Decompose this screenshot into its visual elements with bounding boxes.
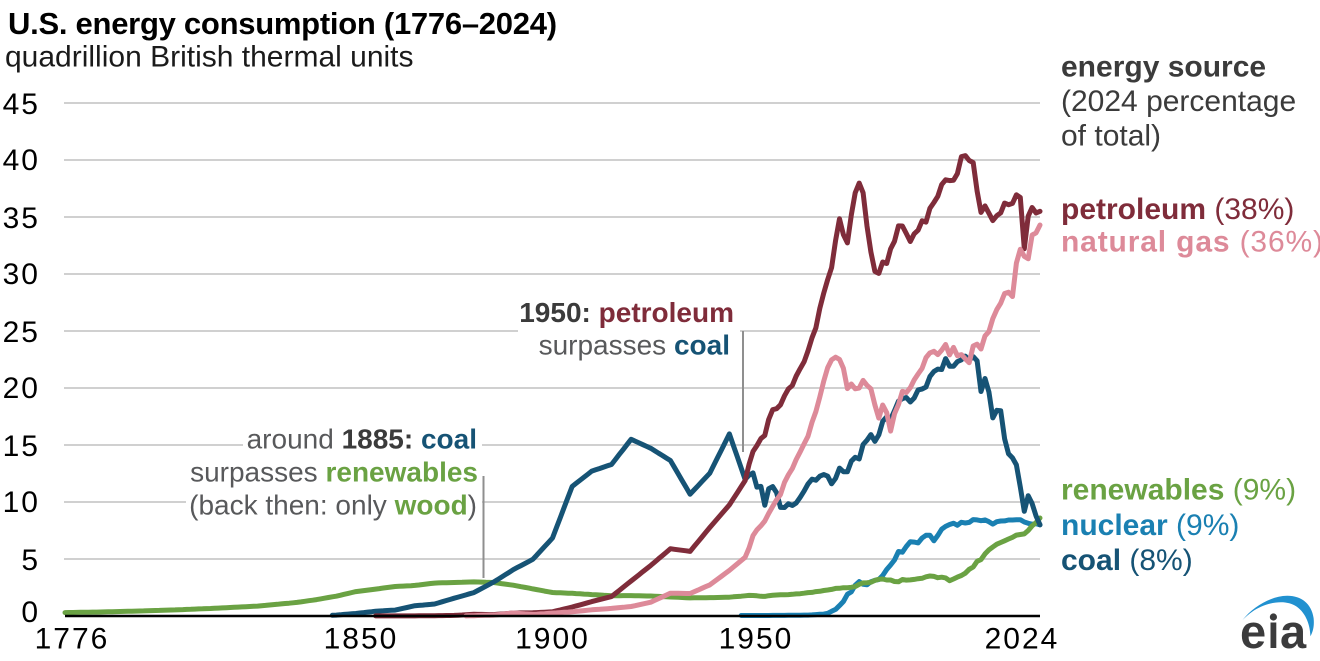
svg-text:30: 30 [3,258,40,291]
svg-text:a: a [1280,605,1307,658]
svg-text:e: e [1240,605,1266,658]
svg-text:1850: 1850 [324,623,399,656]
svg-text:15: 15 [3,430,40,463]
svg-text:surpasses coal: surpasses coal [539,330,730,361]
svg-text:surpasses renewables: surpasses renewables [190,457,478,488]
svg-text:natural gas (36%): natural gas (36%) [1061,226,1320,259]
svg-text:45: 45 [3,88,40,121]
svg-text:35: 35 [3,202,40,235]
svg-text:0: 0 [21,596,40,629]
svg-text:1950: petroleum: 1950: petroleum [519,297,734,328]
svg-text:renewables (9%): renewables (9%) [1061,474,1296,507]
svg-text:1776: 1776 [35,623,110,656]
svg-text:nuclear (9%): nuclear (9%) [1061,509,1239,542]
svg-text:(2024 percentage: (2024 percentage [1061,85,1296,118]
svg-text:1900: 1900 [515,623,590,656]
svg-text:5: 5 [21,544,40,577]
svg-text:U.S. energy consumption (1776–: U.S. energy consumption (1776–2024) [8,6,557,41]
svg-text:energy source: energy source [1061,51,1266,84]
svg-text:2024: 2024 [985,623,1060,656]
svg-text:1950: 1950 [719,623,794,656]
svg-text:(back then: only wood): (back then: only wood) [189,490,477,521]
svg-text:40: 40 [3,144,40,177]
svg-text:10: 10 [3,486,40,519]
svg-text:around 1885: coal: around 1885: coal [247,424,477,455]
svg-text:coal (8%): coal (8%) [1061,544,1193,577]
svg-text:petroleum (38%): petroleum (38%) [1061,193,1294,226]
svg-text:25: 25 [3,316,40,349]
svg-text:quadrillion British thermal un: quadrillion British thermal units [5,41,414,74]
svg-text:20: 20 [3,372,40,405]
svg-text:of total): of total) [1061,120,1161,153]
